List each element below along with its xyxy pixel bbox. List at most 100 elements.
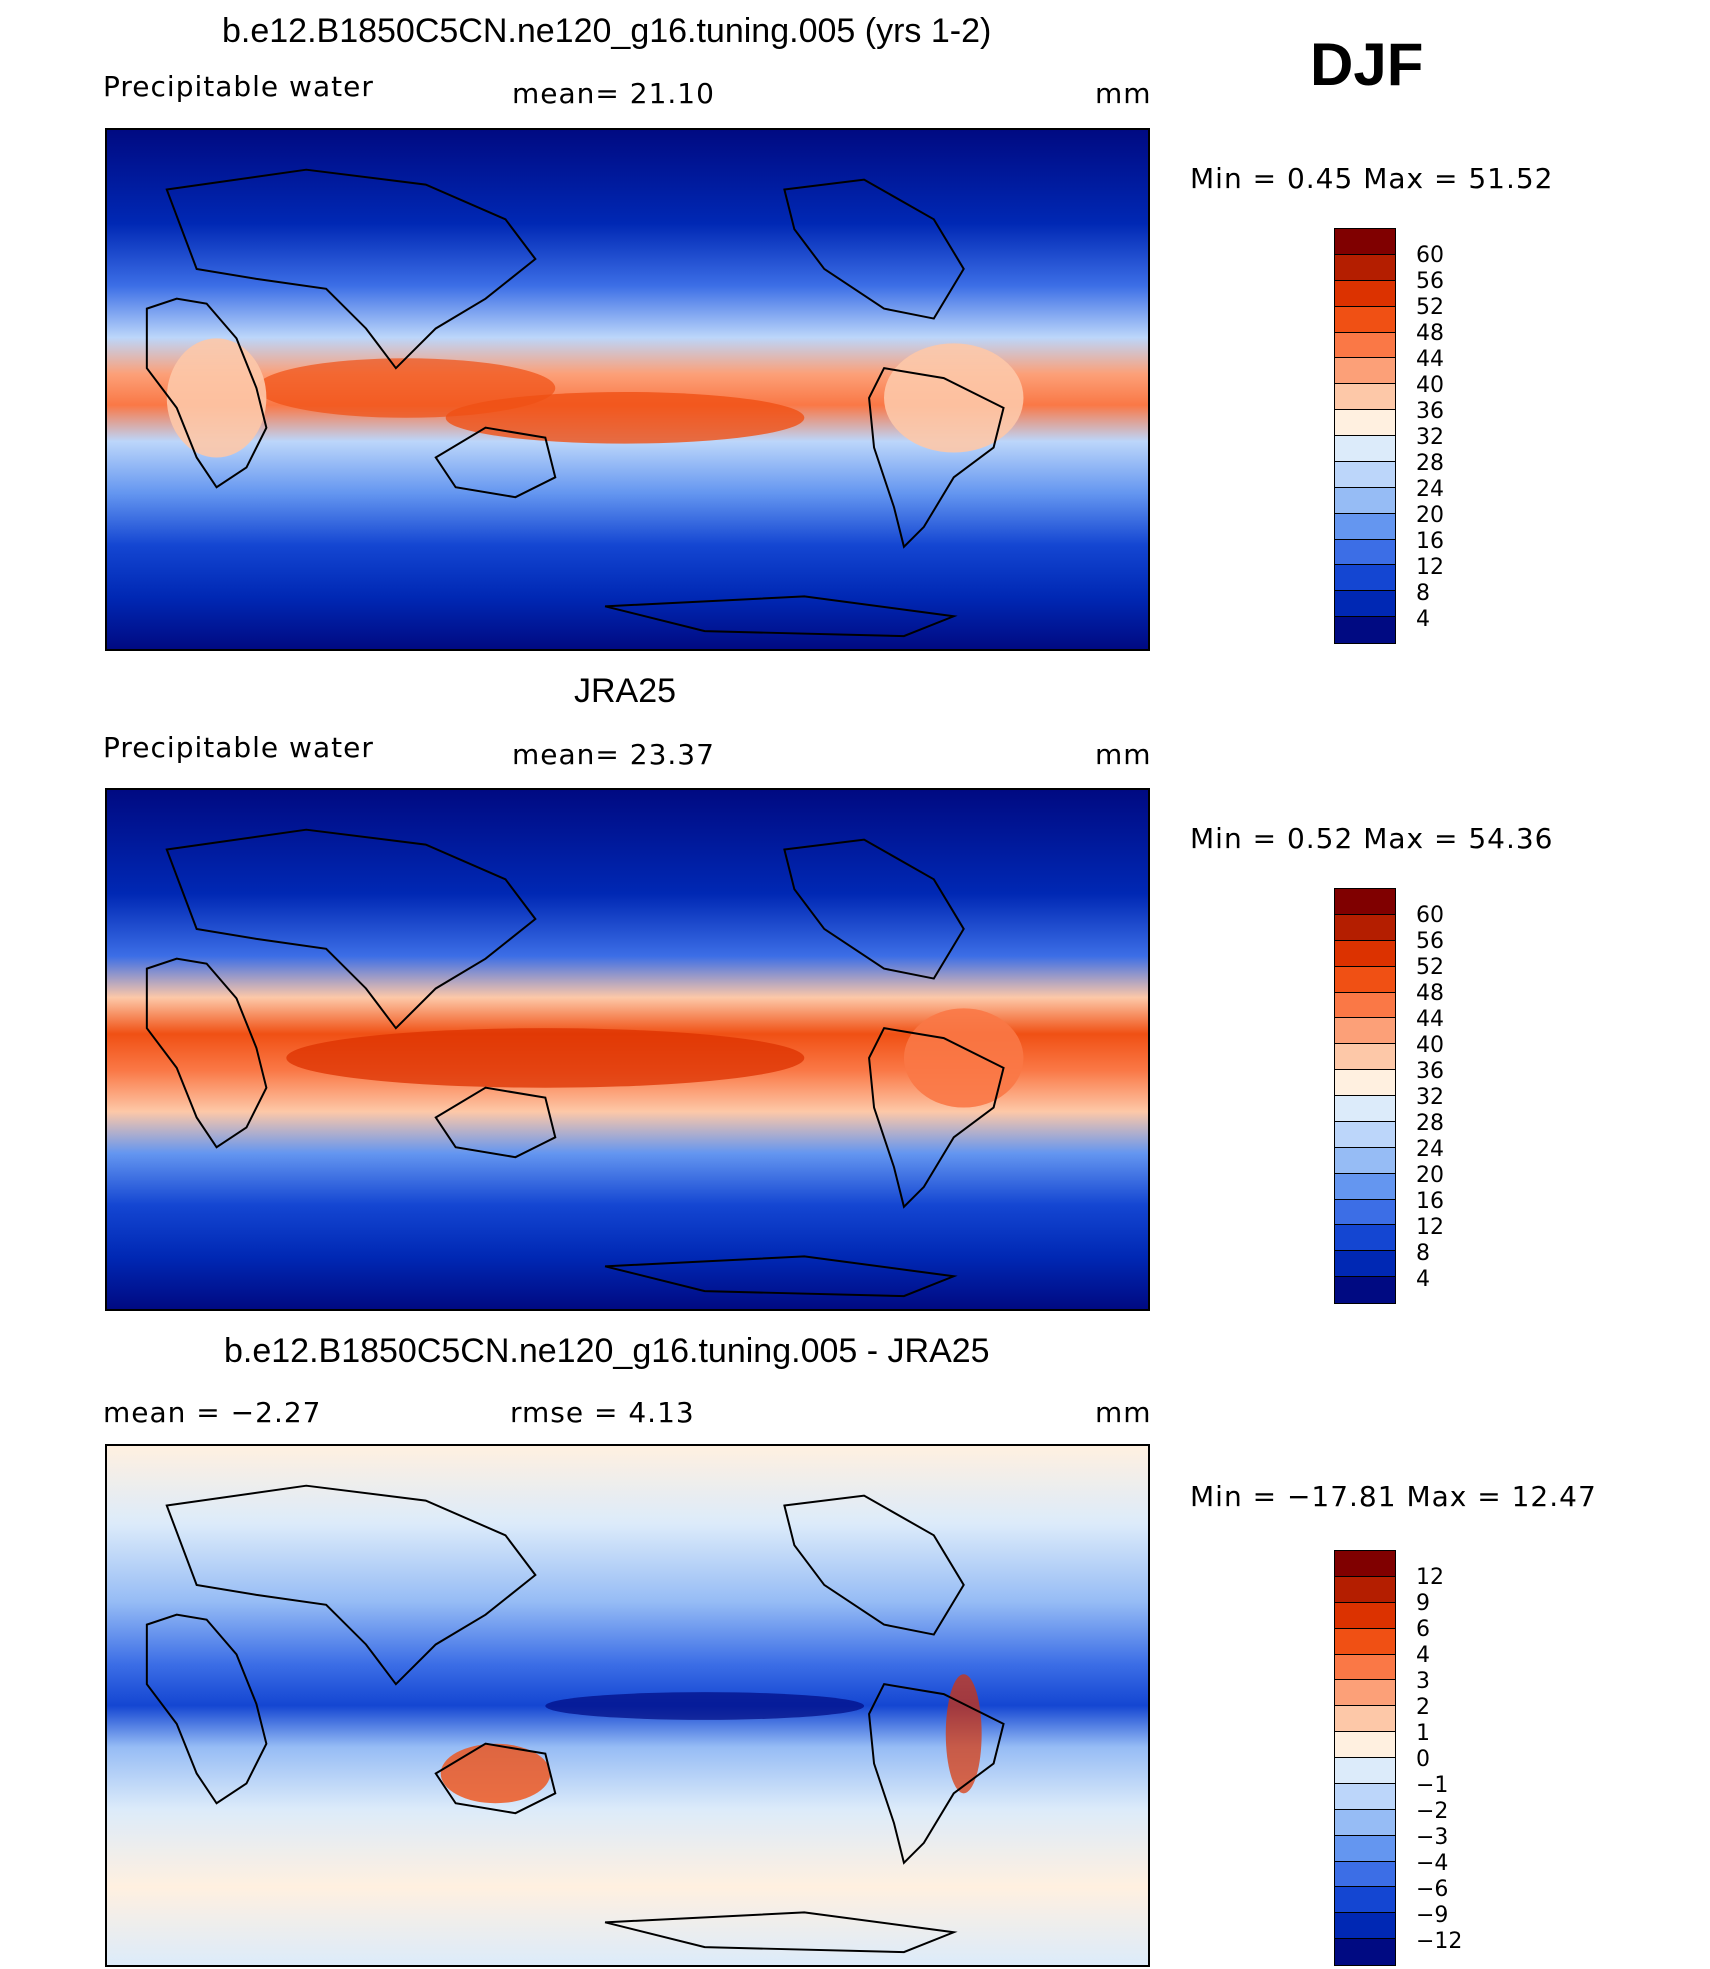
colorbar-tick: 44 xyxy=(1416,1007,1444,1032)
colorbar-segment xyxy=(1335,591,1395,618)
colorbar-segment xyxy=(1335,513,1395,540)
panel3-units-label: mm xyxy=(1095,1396,1152,1429)
colorbar-segment xyxy=(1335,1628,1395,1655)
colorbar-segment xyxy=(1335,1783,1395,1810)
colorbar-segment xyxy=(1335,384,1395,411)
colorbar-tick: 32 xyxy=(1416,1085,1444,1110)
colorbar-segment xyxy=(1335,1044,1395,1071)
colorbar-tick: 28 xyxy=(1416,1111,1444,1136)
colorbar-segment xyxy=(1335,914,1395,941)
colorbar-tick: 0 xyxy=(1416,1747,1430,1772)
colorbar-tick: 9 xyxy=(1416,1591,1430,1616)
panel1-units-label: mm xyxy=(1095,77,1152,110)
colorbar-tick: 32 xyxy=(1416,425,1444,450)
panel2-mean-label: mean= 23.37 xyxy=(512,738,715,771)
colorbar-segment xyxy=(1335,1758,1395,1784)
colorbar-segment xyxy=(1335,1147,1395,1174)
colorbar-tick: 16 xyxy=(1416,1189,1444,1214)
colorbar-segment xyxy=(1335,358,1395,385)
panel2-colorbar xyxy=(1334,888,1396,1304)
colorbar-tick: 6 xyxy=(1416,1617,1430,1642)
colorbar-tick: 1 xyxy=(1416,1721,1430,1746)
colorbar-segment xyxy=(1335,1199,1395,1226)
colorbar-tick: 48 xyxy=(1416,321,1444,346)
panel3-colorbar xyxy=(1334,1550,1396,1966)
colorbar-segment xyxy=(1335,1225,1395,1252)
colorbar-tick: 24 xyxy=(1416,477,1444,502)
colorbar-tick: 20 xyxy=(1416,503,1444,528)
colorbar-segment xyxy=(1335,1861,1395,1888)
colorbar-tick: 52 xyxy=(1416,295,1444,320)
colorbar-segment xyxy=(1335,1070,1395,1096)
colorbar-tick: −12 xyxy=(1416,1929,1463,1954)
colorbar-segment xyxy=(1335,966,1395,993)
colorbar-segment xyxy=(1335,1121,1395,1148)
panel1-field xyxy=(107,130,1148,649)
colorbar-segment xyxy=(1335,1096,1395,1122)
colorbar-segment xyxy=(1335,332,1395,359)
colorbar-segment xyxy=(1335,436,1395,462)
colorbar-segment xyxy=(1335,461,1395,488)
panel3-mean-label: mean = −2.27 xyxy=(103,1396,322,1429)
colorbar-tick: 4 xyxy=(1416,607,1430,632)
colorbar-segment xyxy=(1335,1732,1395,1758)
panel1-variable-label: Precipitable water xyxy=(103,70,374,103)
panel1-map xyxy=(105,128,1150,651)
colorbar-segment xyxy=(1335,1251,1395,1278)
colorbar-tick: 4 xyxy=(1416,1267,1430,1292)
colorbar-tick: 12 xyxy=(1416,1565,1444,1590)
colorbar-tick: 12 xyxy=(1416,1215,1444,1240)
colorbar-tick: −6 xyxy=(1416,1877,1449,1902)
panel2-map xyxy=(105,788,1150,1311)
panel2-units-label: mm xyxy=(1095,738,1152,771)
panel2-title: JRA25 xyxy=(574,672,677,710)
colorbar-segment xyxy=(1335,617,1395,643)
colorbar-segment xyxy=(1335,539,1395,566)
colorbar-segment xyxy=(1335,410,1395,436)
panel1-minmax-label: Min = 0.45 Max = 51.52 xyxy=(1190,162,1554,195)
colorbar-segment xyxy=(1335,229,1395,255)
colorbar-tick: 12 xyxy=(1416,555,1444,580)
colorbar-tick: 44 xyxy=(1416,347,1444,372)
colorbar-segment xyxy=(1335,940,1395,967)
colorbar-tick: 48 xyxy=(1416,981,1444,1006)
panel3-rmse-label: rmse = 4.13 xyxy=(510,1396,695,1429)
colorbar-tick: 24 xyxy=(1416,1137,1444,1162)
colorbar-tick: −4 xyxy=(1416,1851,1449,1876)
colorbar-segment xyxy=(1335,1939,1395,1965)
colorbar-tick: 36 xyxy=(1416,1059,1444,1084)
colorbar-segment xyxy=(1335,992,1395,1019)
colorbar-tick: 56 xyxy=(1416,929,1444,954)
colorbar-segment xyxy=(1335,306,1395,333)
panel1-mean-label: mean= 21.10 xyxy=(512,77,715,110)
panel2-variable-label: Precipitable water xyxy=(103,731,374,764)
colorbar-segment xyxy=(1335,487,1395,514)
colorbar-segment xyxy=(1335,565,1395,592)
colorbar-tick: 56 xyxy=(1416,269,1444,294)
colorbar-tick: 16 xyxy=(1416,529,1444,554)
colorbar-tick: 60 xyxy=(1416,243,1444,268)
panel2-minmax-label: Min = 0.52 Max = 54.36 xyxy=(1190,822,1554,855)
panel3-minmax-label: Min = −17.81 Max = 12.47 xyxy=(1190,1480,1597,1513)
panel1-colorbar xyxy=(1334,228,1396,644)
colorbar-tick: −1 xyxy=(1416,1773,1449,1798)
colorbar-tick: 3 xyxy=(1416,1669,1430,1694)
panel3-map xyxy=(105,1444,1150,1967)
colorbar-segment xyxy=(1335,1602,1395,1629)
colorbar-segment xyxy=(1335,1551,1395,1577)
colorbar-tick: 40 xyxy=(1416,373,1444,398)
colorbar-tick: 8 xyxy=(1416,1241,1430,1266)
colorbar-tick: 2 xyxy=(1416,1695,1430,1720)
panel3-field xyxy=(107,1446,1148,1965)
panel1-title: b.e12.B1850C5CN.ne120_g16.tuning.005 (yr… xyxy=(222,12,992,50)
colorbar-segment xyxy=(1335,254,1395,281)
colorbar-segment xyxy=(1335,889,1395,915)
colorbar-segment xyxy=(1335,1654,1395,1681)
colorbar-segment xyxy=(1335,1173,1395,1200)
colorbar-tick: 20 xyxy=(1416,1163,1444,1188)
colorbar-tick: 4 xyxy=(1416,1643,1430,1668)
season-label: DJF xyxy=(1310,31,1424,98)
colorbar-tick: 28 xyxy=(1416,451,1444,476)
colorbar-segment xyxy=(1335,1887,1395,1914)
colorbar-segment xyxy=(1335,1835,1395,1862)
